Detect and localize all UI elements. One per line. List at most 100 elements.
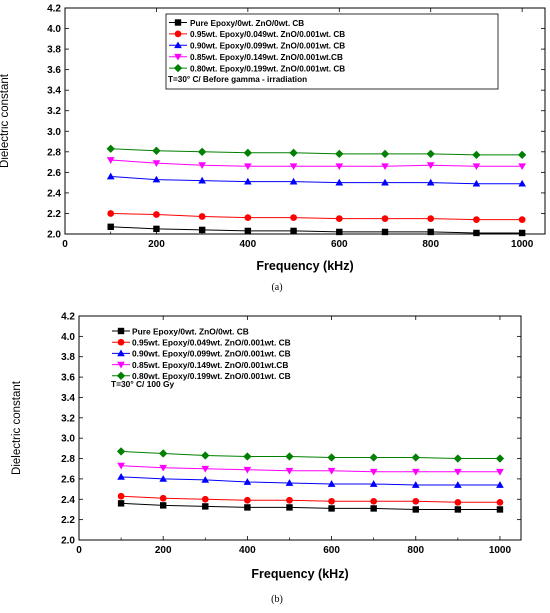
y-tick-label: 3.0 — [61, 434, 75, 445]
data-point — [336, 228, 343, 236]
data-point — [107, 210, 115, 217]
data-point — [496, 468, 504, 476]
x-tick-label: 600 — [323, 545, 340, 556]
y-tick-label: 2.2 — [61, 515, 75, 526]
legend-box — [165, 13, 499, 90]
x-tick-label: 200 — [148, 239, 165, 250]
data-point — [159, 449, 168, 458]
data-point — [198, 213, 206, 220]
legend-entry-label: 0.85wt. Epoxy/0.149wt. ZnO/0.001wt.CB — [190, 53, 343, 62]
data-point — [328, 497, 335, 505]
y-tick-label: 2.8 — [61, 454, 75, 465]
chart-annotation: T=30° C/ Before gamma - irradiation — [168, 75, 307, 84]
data-point — [198, 226, 206, 234]
y-tick-label: 2.4 — [61, 495, 75, 506]
data-point — [380, 149, 390, 159]
y-tick-label: 3.6 — [47, 65, 61, 76]
data-point — [472, 179, 481, 187]
data-point — [454, 506, 462, 513]
series-line — [110, 226, 523, 234]
data-point — [244, 504, 251, 511]
data-point — [518, 179, 526, 187]
x-tick-label: 800 — [407, 545, 424, 556]
data-point — [117, 473, 125, 480]
data-point — [335, 215, 343, 222]
data-point — [286, 504, 293, 511]
data-point — [454, 468, 462, 476]
y-tick-label: 3.6 — [61, 373, 75, 384]
legend-entry-label: 0.80wt. Epoxy/0.199wt. ZnO/0.001wt. CB — [190, 64, 345, 73]
y-tick-label: 4.0 — [47, 24, 61, 35]
data-point — [243, 452, 252, 461]
data-point — [289, 163, 298, 171]
legend-marker — [174, 53, 182, 61]
series-2 — [117, 492, 504, 506]
x-axis-label: Frequency (kHz) — [256, 259, 353, 273]
series-line — [121, 502, 500, 510]
series-1 — [117, 500, 504, 513]
y-tick-label: 2.6 — [47, 168, 61, 179]
series-line — [121, 465, 500, 473]
y-tick-label: 2.0 — [47, 230, 61, 241]
data-point — [244, 214, 252, 221]
data-point — [517, 150, 527, 160]
y-tick-label: 3.2 — [61, 413, 75, 424]
data-point — [335, 163, 344, 171]
data-point — [473, 229, 480, 237]
y-tick-label: 2.6 — [61, 474, 75, 485]
y-tick-label: 3.8 — [61, 352, 75, 363]
series-line — [110, 148, 523, 156]
plot-frame — [78, 315, 522, 541]
data-point — [496, 498, 504, 506]
data-point — [159, 464, 168, 472]
data-point — [201, 451, 210, 460]
series-line — [110, 159, 523, 167]
data-point — [472, 163, 481, 171]
data-point — [289, 177, 298, 185]
data-point — [243, 148, 253, 158]
data-point — [369, 480, 378, 487]
data-point — [412, 506, 419, 513]
data-point — [411, 481, 420, 488]
legend-entry-label: 0.85wt. Epoxy/0.149wt. ZnO/0.001wt.CB — [132, 360, 288, 370]
data-point — [286, 496, 293, 504]
caption-a: (a) — [271, 282, 282, 293]
data-point — [243, 478, 252, 485]
plot-frame — [64, 7, 546, 235]
chart-panel-a: 2.0 2.2 2.4 2.6 2.8 3.0 3.2 3.4 3.6 3.8 4.0 4.2 0 200… — [0, 4, 546, 273]
legend-entry-label: 0.90wt. Epoxy/0.099wt. ZnO/0.001wt. CB — [190, 42, 345, 51]
data-point — [327, 480, 336, 487]
data-point — [153, 225, 160, 233]
legend-entry-label: 0.95wt. Epoxy/0.049wt. ZnO/0.001wt. CB — [132, 338, 291, 348]
data-point — [411, 453, 420, 462]
data-point — [202, 503, 209, 510]
data-point — [496, 481, 504, 488]
data-point — [117, 500, 125, 507]
data-point — [426, 178, 435, 186]
data-point — [289, 148, 298, 158]
data-point — [152, 146, 161, 155]
data-point — [244, 163, 252, 171]
data-point — [335, 149, 344, 159]
data-point — [285, 479, 294, 486]
chart-panel-b: 2.0 2.2 2.4 2.6 2.8 3.0 3.2 3.4 3.6 3.8 4.0 4.2 0 200… — [11, 312, 522, 581]
legend-entry-label: Pure Epoxy/0wt. ZnO/0wt. CB — [190, 19, 304, 28]
data-point — [244, 177, 252, 185]
y-tick-label: 3.0 — [47, 127, 61, 138]
legend: Pure Epoxy/0wt. ZnO/0wt. CB 0.95wt. Epoxy… — [111, 326, 291, 389]
data-point — [453, 454, 463, 463]
data-point — [496, 506, 504, 513]
data-point — [328, 505, 335, 512]
data-point — [116, 447, 126, 456]
data-point — [335, 178, 344, 186]
data-point — [107, 223, 114, 231]
data-point — [454, 498, 462, 506]
legend-marker — [116, 371, 126, 380]
data-point — [518, 216, 526, 223]
data-point — [244, 227, 252, 235]
x-tick-label: 400 — [240, 239, 257, 250]
data-point — [106, 172, 115, 180]
legend-marker — [117, 349, 125, 357]
data-point — [381, 215, 389, 222]
data-point — [327, 467, 336, 475]
